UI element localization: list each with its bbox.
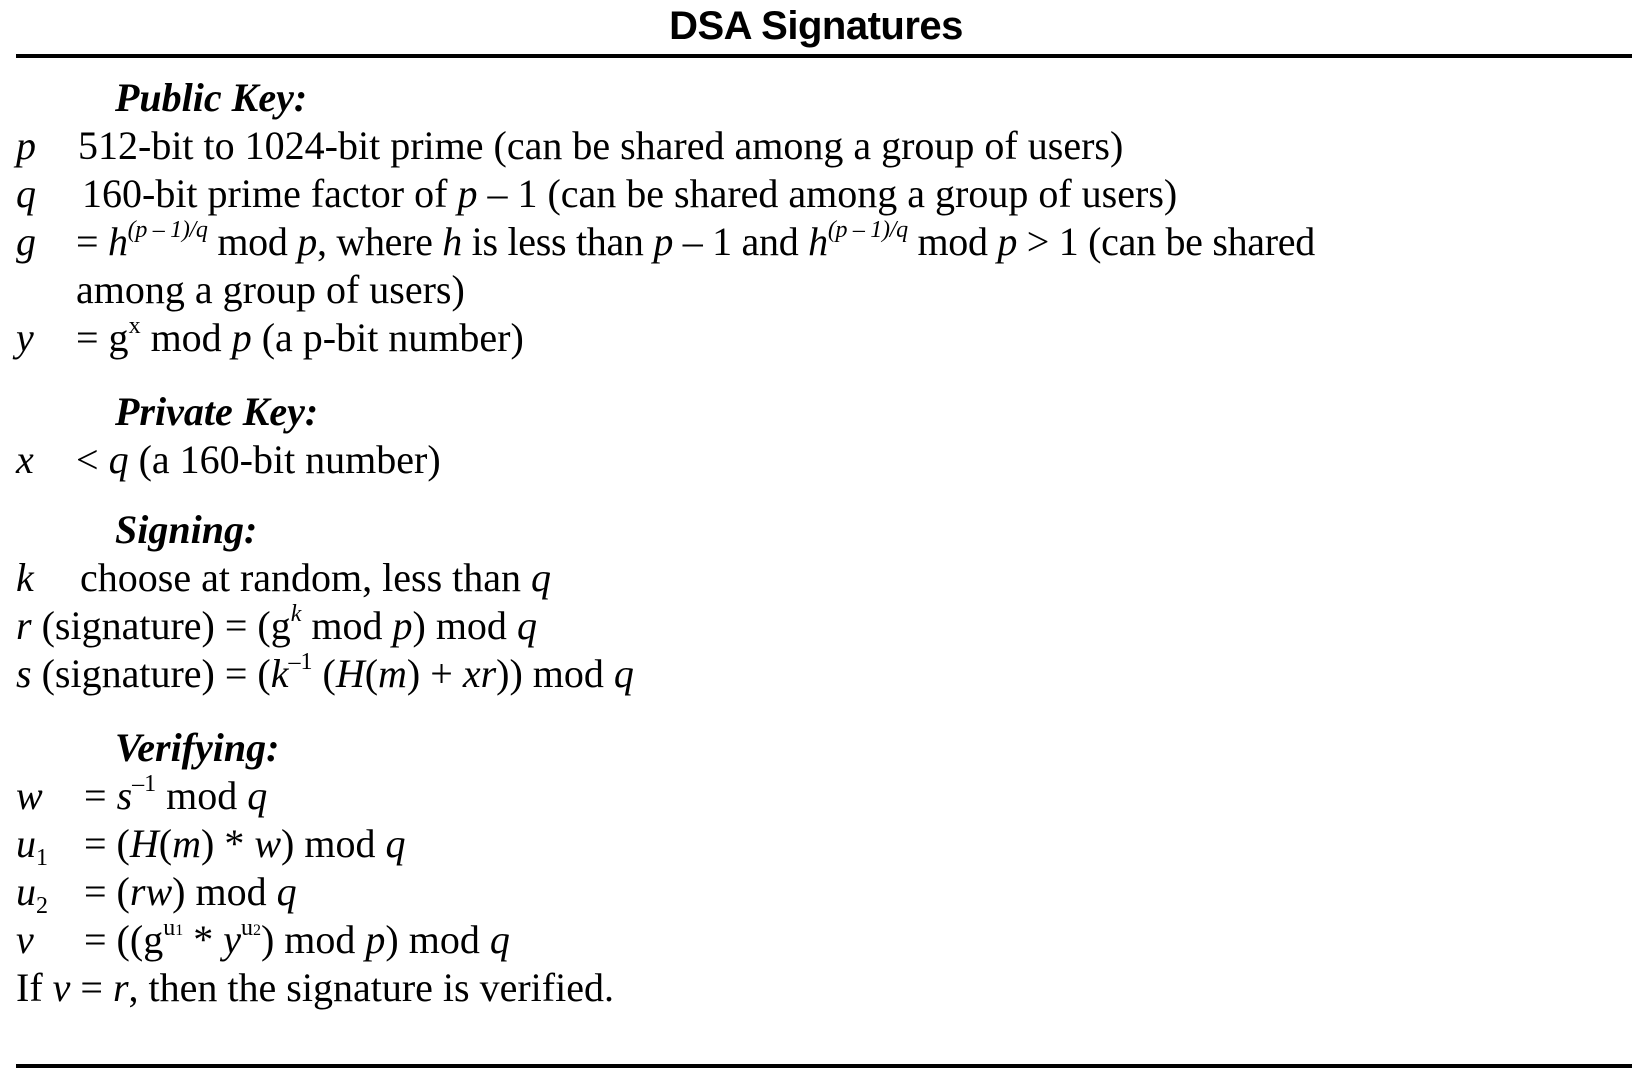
y-definition: = gx mod p (a p-bit number): [76, 313, 524, 360]
u1-symbol: u1: [16, 821, 48, 871]
page-title: DSA Signatures: [669, 4, 963, 48]
r-definition: r (signature) = (gk mod p) mod q: [16, 601, 537, 648]
u1-definition: = (H(m) * w) mod q: [84, 821, 406, 866]
private-key-heading: Private Key:: [115, 389, 319, 434]
q-definition: 160-bit prime factor of p – 1 (can be sh…: [82, 171, 1178, 216]
y-symbol: y: [16, 315, 34, 360]
k-symbol: k: [16, 555, 34, 600]
signing-heading: Signing:: [115, 507, 258, 552]
public-key-heading: Public Key:: [115, 75, 308, 120]
g-symbol: g: [16, 219, 36, 264]
x-symbol: x: [16, 437, 34, 482]
k-definition: choose at random, less than q: [80, 555, 551, 600]
p-symbol: p: [16, 123, 36, 168]
g-definition-line-2: among a group of users): [76, 267, 465, 312]
v-symbol: v: [16, 917, 34, 962]
bottom-rule: [16, 1064, 1632, 1068]
q-symbol: q: [16, 171, 36, 216]
verifying-heading: Verifying:: [115, 725, 280, 770]
x-definition: < q (a 160-bit number): [76, 437, 441, 482]
w-symbol: w: [16, 773, 43, 818]
top-rule: [16, 54, 1632, 58]
w-definition: = s–1 mod q: [84, 771, 268, 818]
u2-definition: = (rw) mod q: [84, 869, 297, 914]
u2-symbol: u2: [16, 869, 48, 919]
v-definition: = ((gu1 * yu2) mod p) mod q: [84, 915, 510, 962]
g-definition: = h(p – 1)/q mod p, where h is less than…: [76, 217, 1315, 264]
s-definition: s (signature) = (k–1 (H(m) + xr)) mod q: [16, 649, 634, 696]
p-definition: 512-bit to 1024-bit prime (can be shared…: [78, 123, 1124, 168]
verification-conclusion: If v = r, then the signature is verified…: [16, 965, 614, 1010]
